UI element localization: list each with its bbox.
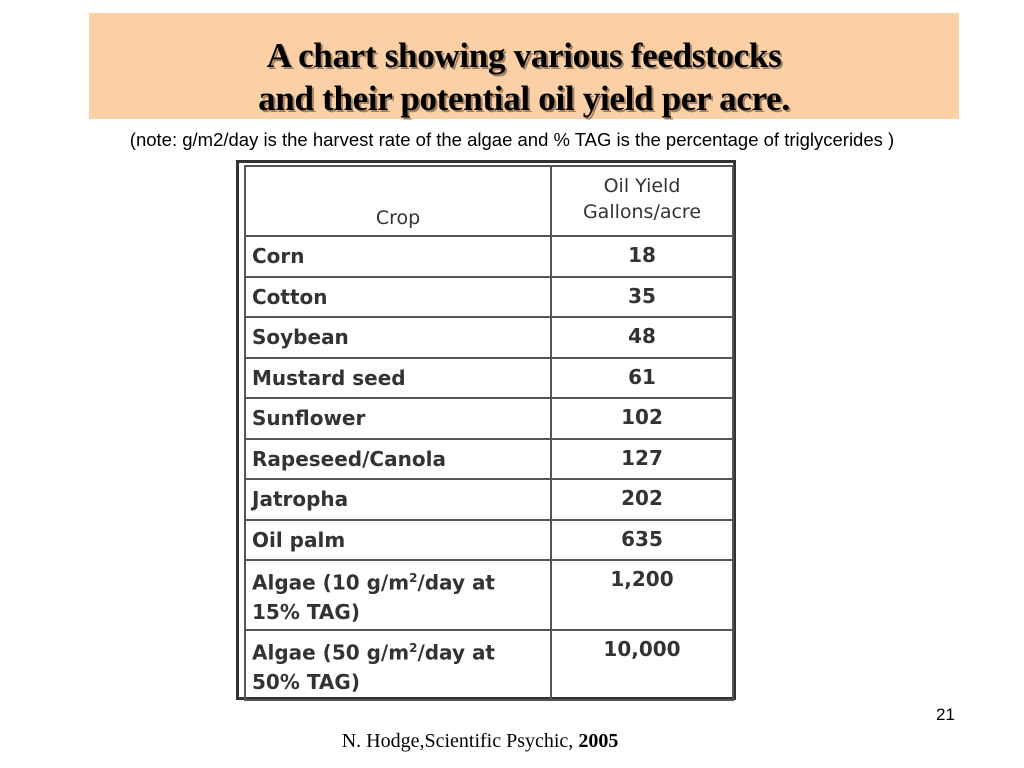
yield-cell: 35: [550, 275, 734, 318]
crop-text-part: Algae (50 g/m: [252, 640, 410, 665]
yield-cell: 10,000: [550, 629, 734, 701]
table-row: Algae (50 g/m2/day at 50% TAG) 10,000: [244, 629, 734, 701]
superscript: 2: [409, 640, 418, 655]
table-row: Sunflower 102: [244, 397, 734, 440]
crop-cell: Mustard seed: [244, 356, 552, 399]
page-number: 21: [936, 705, 955, 724]
table-row: Mustard seed 61: [244, 356, 734, 399]
oil-yield-table: Crop Oil Yield Gallons/acre Corn 18 Cott…: [244, 165, 734, 701]
slide-title-line-1: A chart showing various feedstocks: [266, 36, 782, 75]
slide-title-line-2: and their potential oil yield per acre.: [258, 79, 790, 118]
column-header-oil-yield-line-2: Gallons/acre: [582, 201, 702, 223]
crop-cell: Algae (50 g/m2/day at 50% TAG): [244, 629, 552, 701]
note-text: (note: g/m2/day is the harvest rate of t…: [129, 129, 895, 150]
yield-cell: 18: [550, 235, 734, 278]
crop-text-part: /day at: [417, 640, 495, 665]
crop-text-part: Algae (10 g/m: [252, 570, 410, 595]
crop-text-part: /day at: [417, 570, 495, 595]
yield-cell: 102: [550, 397, 734, 440]
yield-cell: 635: [550, 518, 734, 561]
crop-cell: Soybean: [244, 316, 552, 359]
yield-cell: 202: [550, 478, 734, 521]
crop-cell: Algae (10 g/m2/day at 15% TAG): [244, 559, 552, 631]
citation: N. Hodge,Scientific Psychic, 2005: [0, 730, 960, 753]
table-row: Algae (10 g/m2/day at 15% TAG) 1,200: [244, 559, 734, 631]
table-row: Oil palm 635: [244, 518, 734, 561]
table-row: Rapeseed/Canola 127: [244, 437, 734, 480]
oil-yield-table-frame: Crop Oil Yield Gallons/acre Corn 18 Cott…: [236, 160, 736, 701]
crop-text-part: 50% TAG): [252, 670, 360, 695]
crop-cell: Corn: [244, 235, 552, 278]
superscript: 2: [409, 570, 418, 585]
crop-cell: Cotton: [244, 275, 552, 318]
table-row: Soybean 48: [244, 316, 734, 359]
yield-cell: 127: [550, 437, 734, 480]
table-row: Jatropha 202: [244, 478, 734, 521]
table-row: Corn 18: [244, 235, 734, 278]
table-header-row: Crop Oil Yield Gallons/acre: [244, 165, 734, 237]
table-row: Cotton 35: [244, 275, 734, 318]
yield-cell: 48: [550, 316, 734, 359]
crop-cell: Rapeseed/Canola: [244, 437, 552, 480]
yield-cell: 1,200: [550, 559, 734, 631]
crop-text-part: 15% TAG): [252, 600, 360, 625]
citation-text: N. Hodge,Scientific Psychic,: [341, 730, 579, 752]
crop-cell: Sunflower: [244, 397, 552, 440]
slide-title-box: A chart showing various feedstocks and t…: [89, 13, 959, 119]
crop-cell: Oil palm: [244, 518, 552, 561]
column-header-oil-yield: Oil Yield Gallons/acre: [550, 165, 734, 237]
column-header-oil-yield-line-1: Oil Yield: [603, 175, 681, 197]
yield-cell: 61: [550, 356, 734, 399]
crop-cell: Jatropha: [244, 478, 552, 521]
column-header-crop: Crop: [244, 165, 552, 237]
citation-year: 2005: [578, 730, 619, 752]
